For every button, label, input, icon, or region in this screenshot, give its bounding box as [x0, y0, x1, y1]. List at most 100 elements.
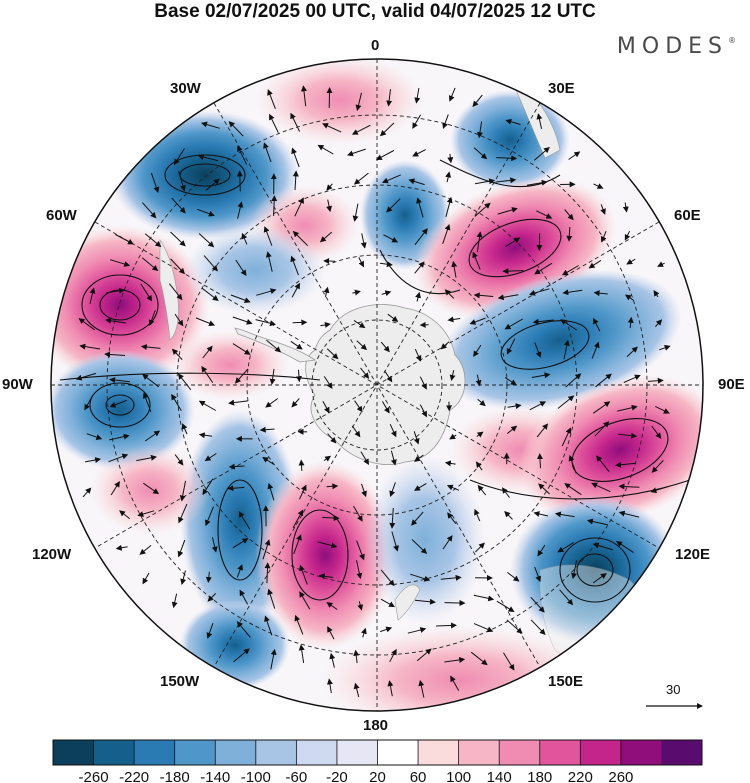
wind-vector: [318, 573, 334, 580]
wind-vector: [413, 431, 420, 445]
wind-vector: [347, 148, 366, 157]
wind-vector: [356, 540, 365, 561]
wind-vector: [326, 483, 339, 490]
wind-vector: [298, 459, 305, 472]
wind-vector: [139, 545, 152, 555]
wind-vector: [414, 482, 427, 491]
wind-vector: [531, 372, 551, 379]
wind-vector: [622, 202, 629, 213]
wind-vector: [530, 619, 546, 636]
wind-vector: [211, 537, 218, 553]
wind-vector: [473, 344, 482, 358]
wind-vector: [615, 461, 636, 468]
colorbar-tick-label: 60: [410, 769, 427, 783]
lon-label-60e: 60E: [674, 207, 701, 224]
wind-vector: [375, 150, 395, 160]
wind-vector: [381, 290, 392, 297]
wind-vector: [142, 202, 157, 219]
colorbar-cell: [174, 740, 216, 765]
wind-vector: [323, 376, 333, 389]
wind-vector: [109, 433, 130, 441]
wind-vector: [474, 508, 481, 522]
wind-vector: [239, 589, 249, 605]
wind-vector: [233, 648, 250, 663]
wind-vector: [323, 455, 332, 462]
colorbar-cell: [336, 740, 378, 765]
wind-vector: [352, 289, 361, 296]
wind-vector: [236, 170, 243, 192]
wind-vector: [169, 283, 183, 301]
wind-vector: [563, 339, 570, 360]
wind-vector: [202, 345, 213, 359]
wind-vector: [412, 149, 426, 157]
colorbar-tick-label: -60: [286, 769, 308, 783]
wind-vector: [381, 174, 401, 184]
wind-vector: [317, 541, 338, 549]
wind-vector: [356, 340, 368, 351]
colorbar-tick-label: -180: [160, 769, 190, 783]
wind-vector: [142, 373, 160, 388]
wind-vector: [299, 484, 307, 500]
wind-vector: [571, 560, 578, 580]
wind-vector: [234, 368, 249, 384]
wind-vector: [269, 113, 279, 133]
wind-vector: [533, 511, 549, 517]
wind-vector: [104, 351, 126, 358]
colorbar-cell: [134, 740, 176, 765]
colorbar-tick-label: 100: [446, 769, 471, 783]
wind-vector: [476, 431, 484, 438]
wind-vector: [451, 260, 458, 278]
wind-vector: [568, 151, 581, 160]
colorbar-tick-label: -260: [79, 769, 109, 783]
wind-vector: [353, 172, 369, 185]
wind-vector: [79, 343, 101, 350]
wind-vector: [326, 348, 339, 360]
wind-vector: [410, 573, 431, 582]
wind-vector: [442, 114, 449, 129]
wind-vector: [317, 144, 334, 155]
wind-vector: [659, 344, 671, 351]
wind-vector: [173, 148, 185, 166]
anomaly-low: [365, 455, 485, 625]
wind-vector: [593, 290, 608, 297]
wind-vector: [171, 348, 183, 360]
south-america-tip: [159, 239, 179, 341]
wind-vector: [559, 589, 574, 606]
wind-vector: [592, 401, 611, 414]
wind-vector: [562, 289, 583, 296]
wind-vector: [108, 453, 129, 463]
wind-vector: [384, 370, 393, 383]
wind-vector: [389, 648, 397, 663]
wind-vector: [389, 423, 397, 438]
wind-vector: [529, 401, 547, 411]
wind-vector: [380, 341, 390, 353]
wind-vector: [265, 251, 273, 272]
wind-vector: [299, 564, 308, 585]
wind-vector: [537, 544, 546, 557]
wind-vector: [197, 208, 215, 217]
wind-vector: [358, 257, 364, 268]
wind-vector: [140, 283, 153, 302]
wind-vector: [109, 259, 131, 267]
wind-vector: [267, 89, 276, 109]
wind-vector: [264, 562, 271, 584]
wind-vector: [232, 343, 251, 355]
wind-vector: [263, 226, 273, 246]
wind-vector: [386, 198, 401, 213]
wind-vector: [390, 450, 397, 466]
antarctic-peninsula: [234, 327, 317, 363]
wind-vector: [255, 319, 276, 327]
wind-vector: [650, 486, 669, 494]
wind-vector: [592, 573, 607, 584]
wind-vector: [109, 377, 131, 384]
wind-vector: [415, 291, 421, 302]
wind-vector: [361, 627, 367, 638]
wind-vector: [148, 310, 156, 326]
wind-vector: [505, 118, 521, 125]
wind-vector: [178, 171, 186, 192]
wind-vector: [617, 432, 638, 439]
wind-vector: [353, 319, 366, 329]
polar-map: [50, 58, 704, 712]
brand-name: MODES: [616, 34, 728, 59]
colorbar-tick-label: -140: [200, 769, 230, 783]
